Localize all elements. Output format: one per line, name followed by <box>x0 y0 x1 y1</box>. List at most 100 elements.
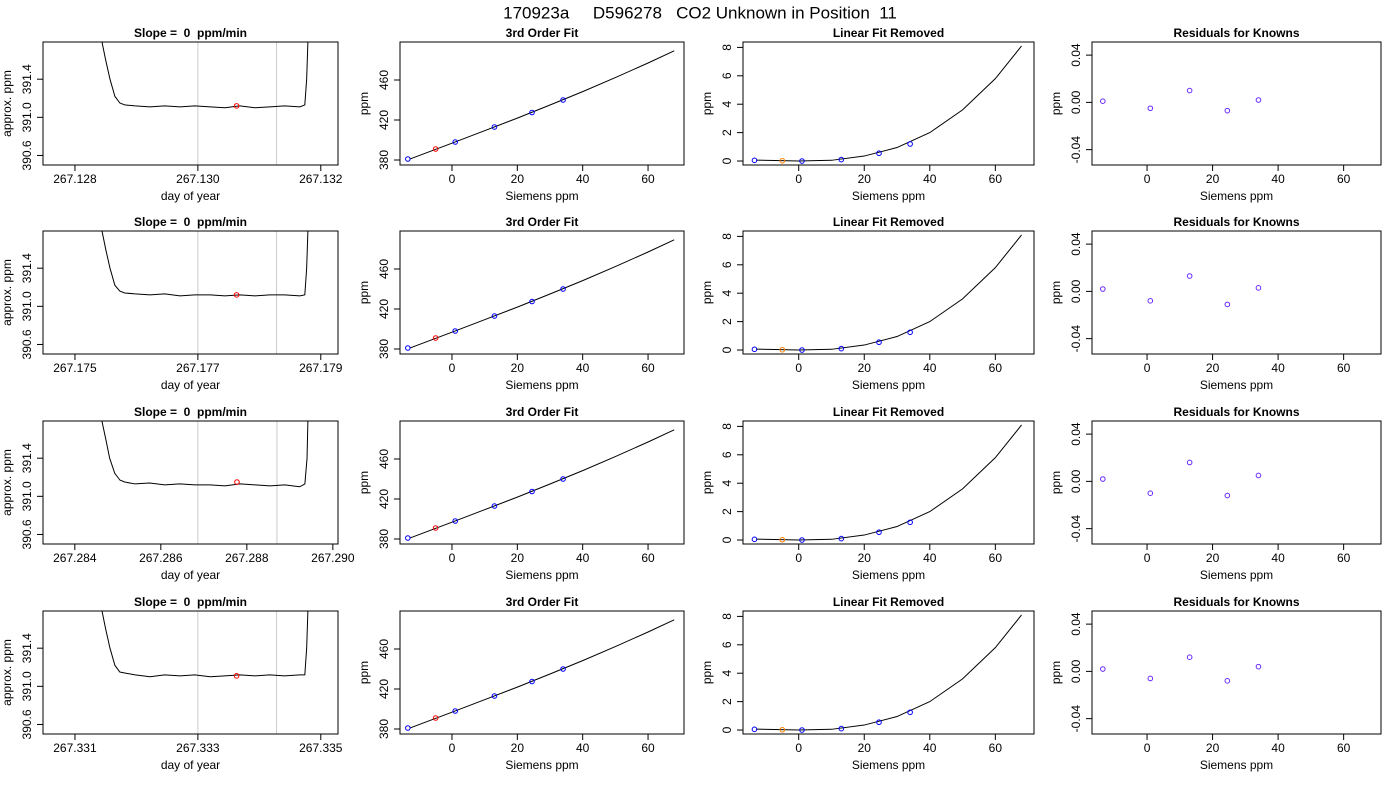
y-tick-label: 420 <box>377 110 391 130</box>
plot-frame <box>42 420 339 545</box>
y-tick-label: 420 <box>377 489 391 509</box>
data-point <box>491 693 498 699</box>
x-tick-label: 267.177 <box>176 361 220 375</box>
data-point <box>751 536 758 543</box>
x-axis-label: Siemens ppm <box>852 568 925 582</box>
plot-frame <box>742 610 1035 735</box>
y-tick-label: 6 <box>720 641 734 648</box>
fit-line <box>101 42 309 109</box>
panel-title: Slope = 0 ppm/min <box>134 405 247 419</box>
panel-title: 3rd Order Fit <box>506 405 579 419</box>
y-tick-label: 4 <box>720 290 734 297</box>
y-tick-label: 0 <box>720 536 734 543</box>
x-tick-label: 0 <box>449 551 456 565</box>
y-tick-label: 8 <box>720 233 734 240</box>
panel: Slope = 0 ppm/min day of year approx. ppm 2… <box>0 595 343 772</box>
x-tick-label: 40 <box>923 551 937 565</box>
data-point <box>1147 675 1154 682</box>
y-tick-label: 0 <box>720 726 734 733</box>
panel-title: 3rd Order Fit <box>506 595 579 609</box>
y-tick-label: 0 <box>720 346 734 353</box>
panel: Residuals for Knowns Siemens ppm ppm 0 20 40 6… <box>1049 405 1382 582</box>
panel: Slope = 0 ppm/min day of year approx. ppm 2… <box>0 215 343 392</box>
data-point <box>751 726 758 733</box>
x-tick-label: 267.286 <box>139 551 183 565</box>
data-point <box>799 347 805 353</box>
y-tick-label: 380 <box>377 339 391 359</box>
panel: Linear Fit Removed Siemens ppm ppm 0 20 40 60 0… <box>700 405 1035 582</box>
x-tick-label: 40 <box>576 741 590 755</box>
y-tick-label: -0.04 <box>1069 515 1083 543</box>
y-tick-label: 4 <box>720 670 734 677</box>
data-point <box>1255 472 1262 479</box>
y-tick-label: 8 <box>720 44 734 51</box>
y-tick-label: 0.04 <box>1069 43 1083 67</box>
y-tick-label: 6 <box>720 261 734 268</box>
data-point <box>1224 301 1231 308</box>
data-point <box>907 141 913 147</box>
data-point <box>1100 98 1106 104</box>
x-axis-label: Siemens ppm <box>505 189 578 203</box>
x-tick-label: 60 <box>641 741 655 755</box>
data-point <box>779 536 786 543</box>
x-tick-label: 20 <box>1206 172 1220 186</box>
data-point <box>799 537 805 543</box>
data-point <box>233 292 240 298</box>
data-point <box>432 146 439 152</box>
plot-frame <box>399 420 685 545</box>
x-tick-label: 0 <box>449 172 456 186</box>
x-axis-label: day of year <box>161 378 220 392</box>
data-point <box>1186 87 1193 94</box>
plot-frame <box>42 230 339 355</box>
data-point <box>876 150 882 157</box>
data-point <box>779 726 786 733</box>
y-tick-label: 0.00 <box>1069 90 1083 114</box>
plot-frame <box>1091 420 1382 545</box>
x-tick-label: 0 <box>449 741 456 755</box>
panel: 3rd Order Fit Siemens ppm ppm 0 20 40 60 380 420… <box>357 26 685 203</box>
data-point <box>529 488 535 495</box>
x-tick-label: 20 <box>511 551 525 565</box>
panel: Linear Fit Removed Siemens ppm ppm 0 20 40 60 0… <box>700 595 1035 772</box>
y-tick-label: 390.6 <box>20 329 34 359</box>
x-tick-label: 267.132 <box>299 172 343 186</box>
x-tick-label: 20 <box>511 741 525 755</box>
x-axis-label: Siemens ppm <box>1200 568 1273 582</box>
data-point <box>751 346 758 353</box>
data-point <box>799 727 805 733</box>
x-tick-label: 40 <box>1271 551 1285 565</box>
data-point <box>452 139 459 145</box>
x-tick-label: 60 <box>641 551 655 565</box>
x-tick-label: 267.288 <box>225 551 269 565</box>
y-tick-label: 391.0 <box>20 671 34 701</box>
x-tick-label: 267.179 <box>299 361 343 375</box>
panel-title: Residuals for Knowns <box>1173 26 1299 40</box>
fit-line <box>409 429 675 539</box>
y-tick-label: 0.00 <box>1069 469 1083 493</box>
data-point <box>1147 298 1154 304</box>
panel-title: Residuals for Knowns <box>1173 215 1299 229</box>
data-point <box>799 158 805 164</box>
panel-title: Linear Fit Removed <box>833 215 944 229</box>
panel-title: Residuals for Knowns <box>1173 405 1299 419</box>
data-point <box>452 328 459 334</box>
y-tick-label: 0.00 <box>1069 279 1083 303</box>
x-axis-label: Siemens ppm <box>1200 189 1273 203</box>
y-axis-label: ppm <box>700 281 714 304</box>
plot-frame <box>742 41 1035 166</box>
x-tick-label: 20 <box>1206 361 1220 375</box>
x-tick-label: 20 <box>511 361 525 375</box>
y-axis-label: ppm <box>1049 661 1063 684</box>
y-tick-label: -0.04 <box>1069 705 1083 733</box>
y-tick-label: 391.4 <box>20 64 34 94</box>
data-point <box>838 345 845 352</box>
data-point <box>1186 654 1193 660</box>
panel: Linear Fit Removed Siemens ppm ppm 0 20 40 60 0… <box>700 215 1035 392</box>
data-point <box>1255 663 1262 670</box>
data-point <box>233 103 240 109</box>
panel-title: 3rd Order Fit <box>506 215 579 229</box>
y-tick-label: 2 <box>720 129 734 136</box>
x-tick-label: 20 <box>858 741 872 755</box>
y-tick-label: 391.4 <box>20 443 34 473</box>
